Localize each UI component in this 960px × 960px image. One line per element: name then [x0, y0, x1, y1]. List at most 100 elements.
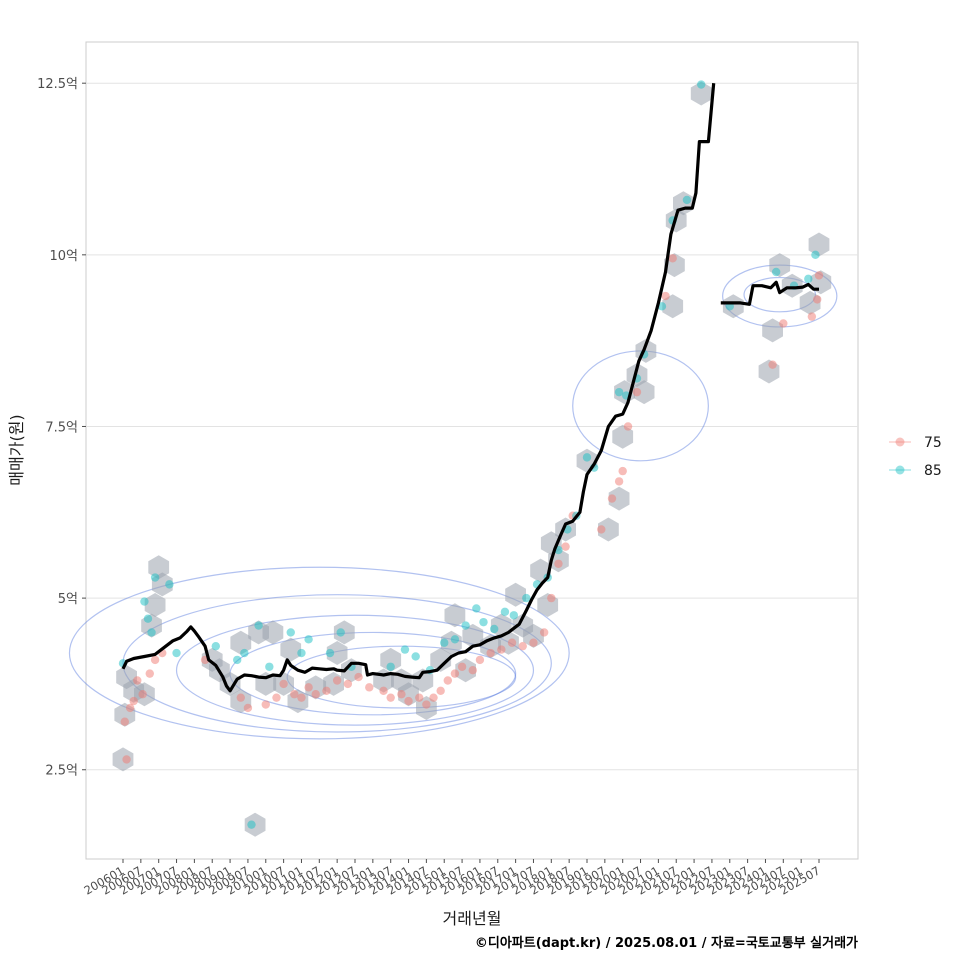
hexbin: [505, 582, 526, 607]
scatter-point-75: [779, 319, 788, 328]
density-contour: [68, 566, 570, 740]
hexbin: [148, 555, 170, 580]
moving-average-line: [720, 280, 819, 306]
scatter-point-75: [261, 700, 270, 709]
y-tick-label: 2.5억: [45, 764, 78, 779]
scatter-point-85: [233, 655, 242, 665]
scatter-point-85: [490, 624, 499, 634]
hexbin: [808, 232, 830, 257]
scatter-point-85: [172, 648, 181, 658]
hexbin: [598, 517, 619, 542]
scatter-point-85: [336, 628, 345, 637]
legend-key-point-75: [895, 437, 905, 447]
scatter-point-75: [539, 628, 549, 637]
scatter-point-85: [472, 604, 481, 613]
hexbin: [398, 682, 419, 707]
legend-label-75: 75: [924, 435, 942, 451]
scatter-point-85: [211, 641, 220, 651]
scatter-point-75: [120, 717, 129, 726]
scatter-point-85: [411, 652, 420, 661]
x-axis: 2006012006072007012007072008012008072009…: [81, 859, 823, 898]
scatter-point-85: [461, 621, 470, 630]
scatter-point-85: [304, 635, 313, 644]
y-tick-label: 10억: [49, 249, 78, 264]
scatter-point-85: [165, 580, 174, 589]
scatter-point-75: [404, 696, 413, 706]
scatter-point-85: [254, 621, 263, 630]
y-axis-title: 매매가(원): [7, 414, 26, 485]
scatter-point-75: [518, 641, 527, 651]
scatter-point-75: [486, 648, 495, 658]
scatter-point-75: [668, 254, 677, 263]
scatter-point-75: [243, 703, 253, 713]
scatter-point-75: [450, 669, 460, 678]
scatter-point-85: [147, 628, 156, 637]
scatter-point-75: [814, 271, 824, 280]
scatter-point-75: [133, 676, 142, 685]
scatter-point-75: [125, 703, 135, 713]
scatter-point-85: [811, 250, 820, 260]
scatter-point-85: [522, 593, 531, 603]
scatter-point-85: [450, 635, 460, 644]
scatter-point-75: [507, 638, 517, 647]
moving-average-line: [121, 83, 716, 693]
scatter-point-75: [632, 387, 642, 397]
legend-key-point-85: [895, 465, 905, 475]
scatter-point-75: [422, 700, 431, 709]
scatter-point-75: [614, 477, 624, 486]
scatter-point-85: [509, 611, 519, 620]
hexbin: [462, 623, 484, 648]
density-contour: [175, 614, 535, 726]
scatter-point-75: [429, 693, 438, 702]
hexbin: [412, 668, 434, 693]
y-axis: 2.5억 5억 7.5억 10억 12.5억: [37, 77, 86, 779]
scatter-point-75: [497, 645, 506, 654]
hexbin: [690, 81, 712, 106]
plot-background: [85, 41, 859, 860]
scatter-point-75: [297, 693, 306, 702]
scatter-point-75: [322, 686, 331, 695]
hexbin: [762, 318, 783, 343]
scatter-point-75: [145, 669, 154, 678]
scatter-point-75: [813, 295, 822, 304]
scatter-point-85: [143, 614, 153, 623]
hexbin: [280, 637, 302, 662]
y-tick-label: 7.5억: [45, 420, 78, 435]
scatter-point-85: [325, 648, 335, 658]
scatter-point-85: [657, 302, 667, 311]
scatter-point-85: [297, 648, 306, 658]
scatter-point-75: [290, 690, 299, 699]
scatter-point-75: [768, 360, 777, 369]
scatter-point-75: [661, 291, 670, 301]
scatter-point-75: [457, 662, 467, 671]
x-axis-title: 거래년월: [443, 909, 502, 928]
scatter-point-85: [440, 638, 449, 647]
scatter-point-75: [623, 422, 633, 431]
scatter-point-85: [582, 453, 592, 462]
scatter-point-85: [682, 195, 692, 205]
hexbin: [262, 620, 284, 645]
scatter-point-75: [618, 466, 627, 476]
scatter-point-75: [379, 686, 388, 695]
scatter-point-75: [597, 525, 606, 534]
hexbin: [305, 675, 327, 700]
scatter-point-75: [443, 676, 452, 685]
scatter-point-75: [807, 312, 817, 321]
scatter-point-75: [561, 542, 570, 551]
scatter-point-85: [771, 267, 781, 277]
scatter-point-75: [468, 665, 477, 675]
scatter-point-75: [475, 655, 485, 665]
scatter-point-75: [386, 693, 395, 702]
scatter-point-75: [150, 655, 160, 665]
hexbin: [612, 424, 634, 449]
scatter-point-85: [386, 662, 395, 671]
scatter-point-85: [286, 628, 295, 637]
scatter-point-75: [332, 676, 342, 685]
scatter-point-75: [138, 690, 147, 699]
scatter-point-85: [500, 607, 510, 617]
hexbin: [633, 380, 655, 405]
legend-item-75: 75: [889, 435, 942, 451]
scatter-point-75: [529, 638, 538, 647]
scatter-point-75: [279, 679, 288, 689]
moving-average-layer: [121, 83, 819, 693]
